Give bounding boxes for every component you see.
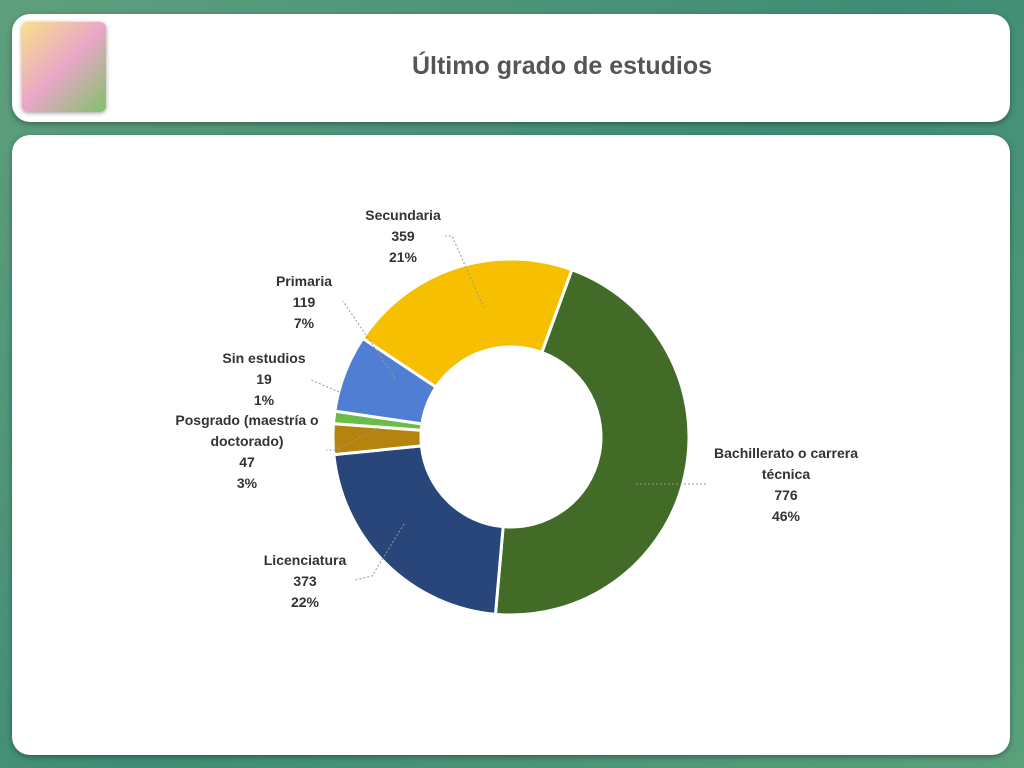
category-label: Posgrado (maestría o doctorado) — [175, 412, 319, 449]
percentage-label: 3% — [236, 475, 258, 491]
category-label: Licenciatura — [263, 552, 347, 568]
percentage-label: 22% — [290, 594, 320, 610]
data-label: Sin estudios 19 1% — [189, 348, 339, 411]
percentage-label: 7% — [293, 315, 315, 331]
value-label: 19 — [256, 371, 272, 387]
leader-line — [354, 523, 405, 581]
logo — [22, 22, 106, 112]
percentage-label: 21% — [388, 249, 418, 265]
value-label: 776 — [774, 487, 798, 503]
percentage-label: 1% — [253, 392, 275, 408]
slice — [360, 257, 574, 390]
header-panel: Último grado de estudios — [12, 14, 1010, 122]
chart-panel — [12, 135, 1010, 755]
data-label: Secundaria 359 21% — [328, 205, 478, 268]
chart-title: Último grado de estudios — [411, 52, 713, 80]
value-label: 47 — [239, 454, 255, 470]
data-label: Primaria 119 7% — [229, 271, 379, 334]
slice — [332, 444, 505, 616]
data-label: Bachillerato o carrera técnica 776 46% — [701, 443, 871, 527]
value-label: 119 — [292, 294, 316, 310]
data-label: Licenciatura 373 22% — [230, 550, 380, 613]
category-label: Primaria — [275, 273, 333, 289]
data-label: Posgrado (maestría o doctorado) 47 3% — [162, 410, 332, 494]
category-label: Bachillerato o carrera técnica — [714, 445, 858, 482]
category-label: Secundaria — [365, 207, 441, 223]
percentage-label: 46% — [771, 508, 801, 524]
leader-line — [310, 379, 340, 393]
value-label: 359 — [391, 228, 415, 244]
category-label: Sin estudios — [222, 350, 306, 366]
value-label: 373 — [293, 573, 317, 589]
slice — [493, 267, 691, 617]
leader-line — [342, 300, 396, 379]
